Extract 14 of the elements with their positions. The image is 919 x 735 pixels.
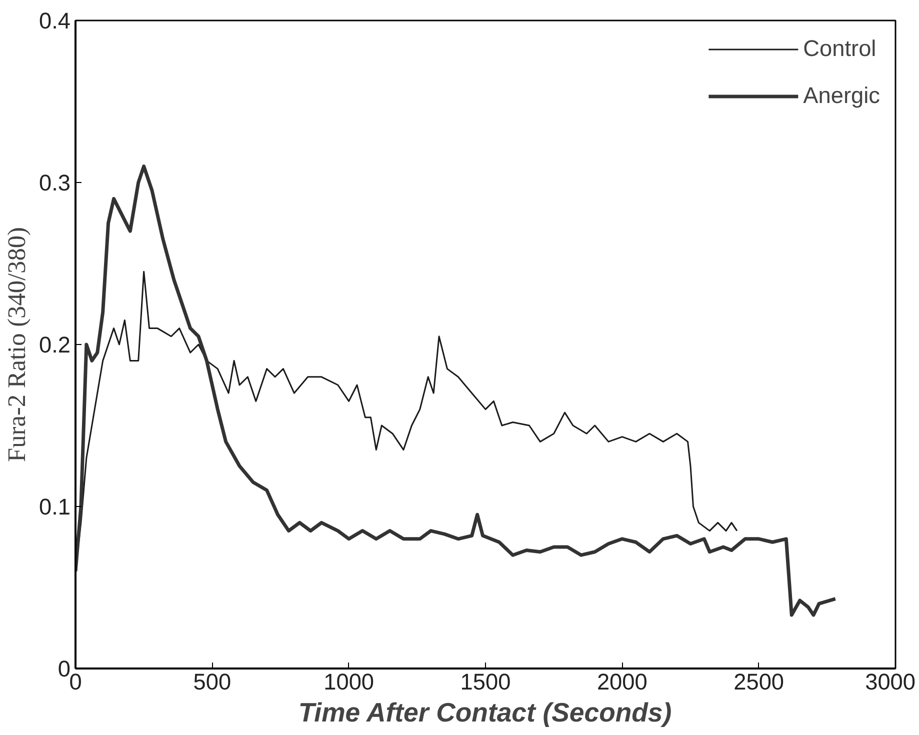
- x-tick-label: 1500: [460, 668, 511, 694]
- y-tick-label: 0.1: [39, 494, 71, 520]
- y-tick-label: 0.3: [39, 170, 71, 196]
- legend-label: Anergic: [803, 82, 880, 109]
- x-tick-label: 1000: [324, 668, 374, 694]
- y-tick-label: 0.4: [39, 8, 71, 34]
- x-tick-label: 2000: [596, 668, 648, 694]
- x-tick-label: 500: [193, 668, 232, 694]
- x-axis-title: Time After Contact (Seconds): [298, 698, 672, 728]
- x-tick-label: 3000: [865, 668, 916, 694]
- y-tick-label: 0.2: [39, 332, 71, 358]
- x-tick-label: 2500: [734, 668, 784, 694]
- legend-label: Control: [803, 35, 876, 62]
- y-axis-title: Fura-2 Ratio (340/380): [3, 227, 32, 462]
